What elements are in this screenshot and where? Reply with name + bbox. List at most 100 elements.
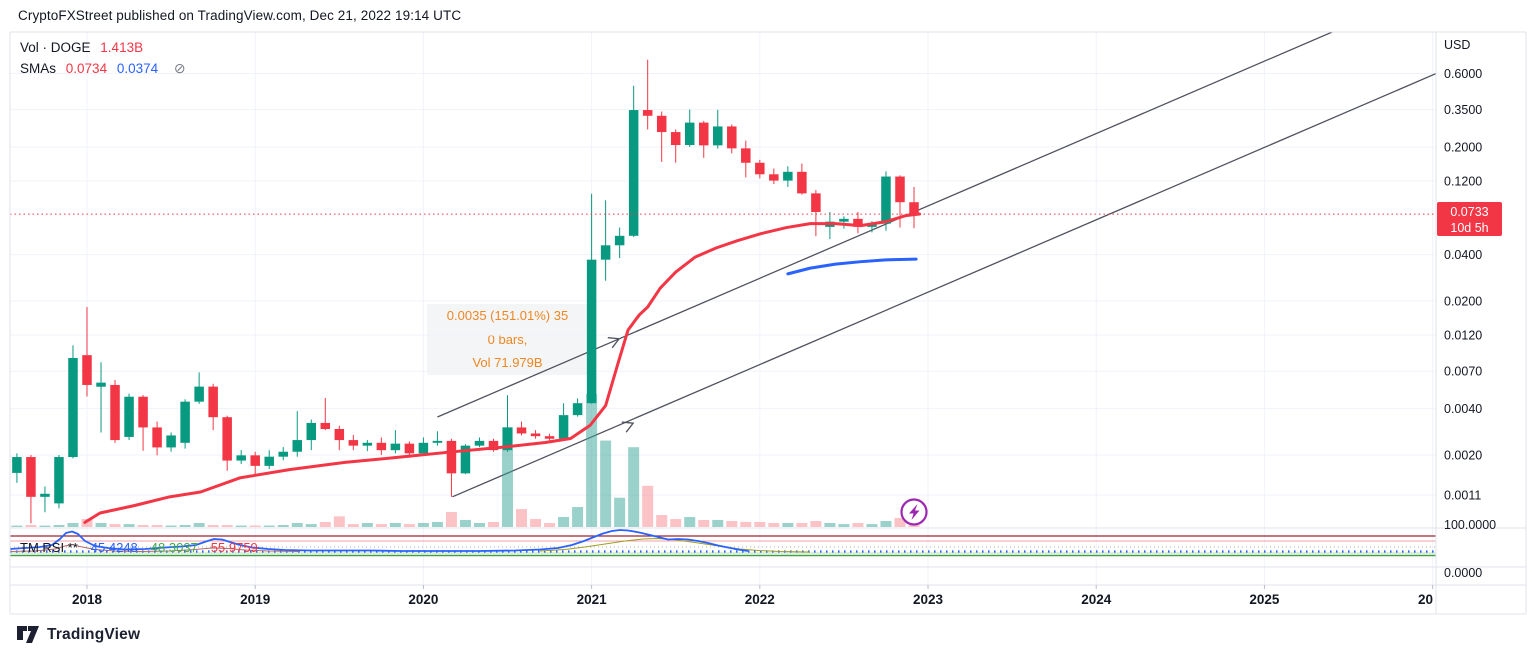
legend-sma-blue-value: 0.0374 (116, 61, 159, 76)
volume-bar (600, 440, 612, 527)
trend-arrowhead (621, 421, 635, 433)
volume-bar (712, 519, 724, 527)
candle-body (502, 427, 513, 451)
price-axis-label: 0.0200 (1444, 295, 1482, 309)
price-axis-label: 0.0020 (1444, 449, 1482, 463)
volume-bar (796, 523, 808, 527)
volume-bar (179, 525, 191, 527)
measure-tooltip-line: 0.0035 (151.01%) 35 (446, 308, 569, 323)
time-axis-label: 20 (1418, 592, 1433, 607)
legend-sma-row[interactable]: SMAs 0.0734 0.0374 ⊘ (20, 58, 192, 79)
candle-body (614, 235, 625, 246)
volume-bar (487, 521, 499, 527)
time-axis-label: 2025 (1249, 592, 1280, 607)
volume-bar (908, 525, 920, 527)
volume-bar (109, 524, 121, 527)
candle-body (544, 436, 555, 439)
candle-body (390, 443, 401, 451)
volume-bar (698, 519, 710, 527)
volume-bar (389, 523, 401, 527)
candle-body (320, 422, 331, 430)
volume-bar (894, 517, 906, 527)
candle-body (166, 435, 176, 448)
volume-bar (656, 515, 668, 527)
bar-close-countdown: 10d 5h (1450, 221, 1489, 235)
volume-bar (319, 521, 331, 527)
volume-bar (614, 497, 626, 527)
legend-volume-row[interactable]: Vol · DOGE 1.413B (20, 38, 192, 58)
candle-body (741, 148, 751, 163)
candle-body (278, 451, 288, 457)
candle-body (40, 493, 50, 497)
volume-bar (305, 524, 317, 527)
candle-body (600, 245, 611, 260)
candle-body (292, 440, 303, 452)
candle-body (236, 455, 246, 461)
volume-bar (39, 525, 51, 527)
volume-bar (53, 525, 65, 527)
volume-bar (628, 447, 640, 527)
volume-bar (684, 517, 696, 527)
hidden-indicator-icon[interactable]: ⊘ (173, 60, 186, 76)
volume-bar (473, 523, 485, 527)
candle-body (684, 122, 695, 146)
candle-body (376, 442, 387, 451)
rsi-axis-top-label: 100.0000 (1444, 518, 1496, 532)
volume-bar (445, 511, 457, 527)
volume-bar (403, 524, 415, 527)
time-axis-label: 2022 (745, 592, 775, 607)
candle-body (755, 162, 765, 175)
volume-bar (221, 525, 233, 527)
volume-bar (333, 516, 345, 527)
candle-body (558, 415, 569, 439)
time-axis-label: 2021 (577, 592, 608, 607)
candle-body (250, 455, 260, 466)
candle-body (334, 429, 345, 441)
price-axis-currency-label: USD (1444, 38, 1470, 52)
volume-bar (586, 394, 598, 527)
sma-blue-line (786, 257, 918, 276)
candle-body (698, 122, 709, 146)
price-axis-label: 0.0120 (1444, 329, 1482, 343)
volume-bar (81, 519, 93, 527)
rsi-value: 55.9759 (210, 540, 258, 555)
trend-line (452, 72, 1436, 498)
volume-bar (95, 523, 107, 527)
volume-bar (502, 427, 514, 527)
volume-bar (277, 525, 289, 527)
flash-note-button[interactable] (900, 498, 928, 526)
candle-body (208, 386, 218, 418)
volume-bar (347, 524, 359, 527)
price-axis-label: 0.1200 (1444, 175, 1482, 189)
volume-bar (824, 523, 836, 527)
candle-body (670, 132, 681, 146)
volume-bar (375, 524, 387, 527)
candle-body (628, 110, 639, 236)
legend-volume-title: Vol · DOGE (20, 40, 91, 55)
candle-body (516, 427, 527, 434)
tradingview-brand-text[interactable]: TradingView (47, 625, 141, 643)
candle-body (656, 115, 667, 133)
volume-bar (726, 521, 738, 527)
chart-legend: Vol · DOGE 1.413B SMAs 0.0734 0.0374 ⊘ (20, 38, 192, 79)
volume-bar (137, 525, 149, 527)
volume-bar (838, 524, 850, 527)
tradingview-logo-icon[interactable] (16, 625, 40, 644)
price-axis-label: 0.3500 (1444, 103, 1482, 117)
rsi-indicator-legend[interactable]: TM RSI ** 45.4248 48.3037 55.9759 (20, 540, 271, 555)
volume-bar (768, 523, 780, 527)
candle-body (194, 386, 204, 402)
legend-volume-value: 1.413B (100, 40, 144, 55)
volume-bar (544, 523, 556, 527)
volume-bar (193, 523, 205, 527)
candle-body (348, 440, 359, 446)
candle-body (12, 457, 22, 473)
current-price-badge[interactable]: 0.0733 10d 5h (1437, 202, 1502, 236)
time-axis-label: 2019 (240, 592, 270, 607)
rsi-series-line (10, 544, 301, 552)
volume-bar (263, 525, 275, 527)
candle-body (642, 110, 653, 116)
candle-body (152, 427, 162, 448)
